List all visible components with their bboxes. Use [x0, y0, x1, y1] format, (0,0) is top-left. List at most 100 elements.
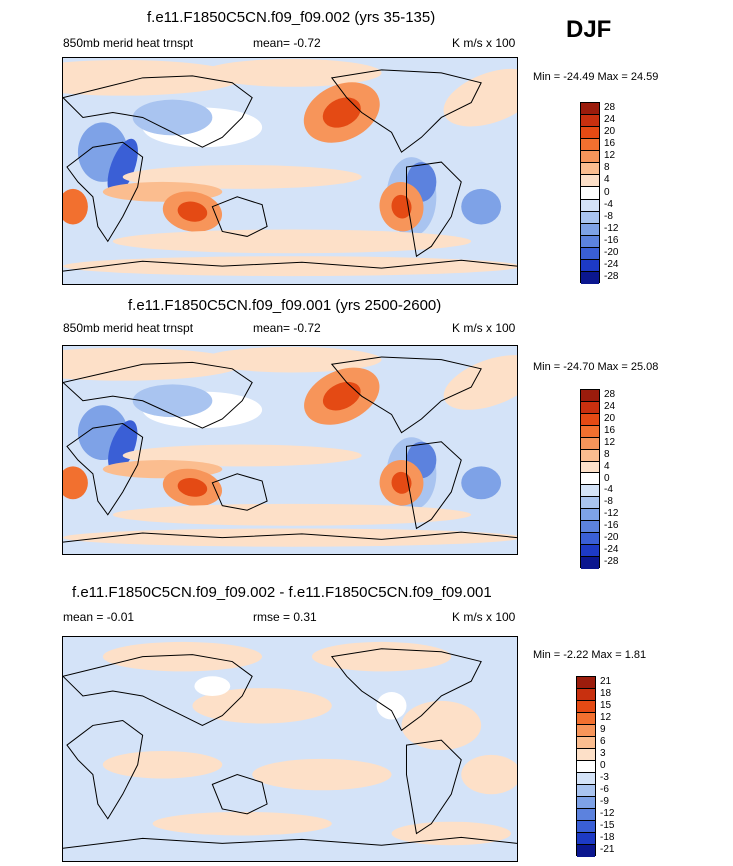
coastline	[67, 424, 143, 515]
field-contour	[192, 688, 332, 724]
coastline	[63, 837, 517, 848]
field-contour	[63, 466, 88, 500]
coastline	[332, 649, 481, 731]
colorbar-swatch	[581, 485, 599, 498]
colorbar-tick-label: 12	[600, 712, 612, 723]
panel-2-map	[62, 345, 518, 555]
coastline	[212, 775, 267, 814]
coastline	[406, 162, 461, 256]
colorbar-swatch	[577, 749, 595, 761]
colorbar-swatch	[581, 127, 599, 140]
field-contour	[311, 641, 452, 672]
coastline	[67, 721, 143, 819]
colorbar-swatch	[581, 271, 599, 284]
coastline	[406, 442, 461, 529]
coastline	[212, 474, 267, 510]
colorbar-tick-label: 24	[604, 114, 616, 126]
colorbar-swatch	[581, 544, 599, 557]
colorbar-swatch	[581, 533, 599, 545]
colorbar-tick-label: -8	[604, 210, 613, 222]
colorbar-tick-label: 21	[600, 676, 612, 687]
colorbar-swatch	[581, 449, 599, 462]
colorbar-tick-label: 24	[604, 400, 616, 412]
field-contour	[401, 700, 482, 750]
field-contour	[63, 528, 517, 547]
colorbar-swatch	[581, 425, 599, 438]
colorbar-swatch	[577, 809, 595, 821]
field-contour	[194, 676, 231, 696]
panel-1-minmax: Min = -24.49 Max = 24.59	[533, 71, 659, 83]
colorbar-tick-label: 8	[604, 448, 610, 460]
field-contour	[461, 754, 517, 795]
panel-3-colorbar	[576, 676, 596, 857]
field-contour	[443, 355, 517, 410]
panel-3-map	[62, 636, 518, 862]
coastline	[332, 70, 481, 152]
coastline	[332, 357, 481, 433]
coastline	[406, 740, 461, 833]
colorbar-swatch	[577, 785, 595, 797]
colorbar-swatch	[581, 497, 599, 510]
field-contour	[461, 466, 502, 500]
colorbar-tick-label: 4	[604, 460, 610, 472]
colorbar-tick-label: -15	[600, 820, 615, 831]
panel-1-map	[62, 57, 518, 285]
field-contour	[132, 384, 213, 418]
panel-2-minmax: Min = -24.70 Max = 25.08	[533, 361, 659, 373]
colorbar-tick-label: -18	[600, 832, 615, 843]
colorbar-swatch	[577, 713, 595, 725]
colorbar-tick-label: -24	[604, 258, 619, 270]
panel-2-colorbar	[580, 389, 600, 569]
colorbar-swatch	[581, 461, 599, 474]
colorbar-tick-label: 15	[600, 700, 612, 711]
colorbar-swatch	[577, 689, 595, 701]
colorbar-tick-label: 20	[604, 126, 616, 138]
colorbar-swatch	[577, 773, 595, 785]
colorbar-tick-label: -24	[604, 544, 619, 556]
panel-3-mean: mean = -0.01	[63, 610, 135, 624]
colorbar-tick-label: 0	[604, 186, 610, 198]
colorbar-swatch	[581, 115, 599, 128]
coastline	[63, 260, 517, 271]
field-contour	[252, 758, 392, 791]
colorbar-tick-label: 16	[604, 138, 616, 150]
colorbar-tick-label: -3	[600, 772, 609, 783]
colorbar-swatch	[581, 187, 599, 200]
colorbar-swatch	[577, 761, 595, 773]
colorbar-swatch	[581, 390, 599, 402]
coastline	[63, 532, 517, 542]
field-contour	[63, 188, 88, 225]
colorbar-swatch	[577, 701, 595, 713]
colorbar-tick-label: 18	[600, 688, 612, 699]
panel-1-subtitle-left: 850mb merid heat trnspt	[63, 36, 194, 50]
colorbar-tick-label: -12	[604, 222, 619, 234]
colorbar-swatch	[581, 247, 599, 260]
field-contour	[177, 201, 208, 222]
colorbar-tick-label: -4	[604, 198, 613, 210]
panel-1-colorbar	[580, 102, 600, 284]
colorbar-tick-label: 3	[600, 748, 606, 759]
field-contour	[391, 194, 412, 219]
colorbar-swatch	[577, 821, 595, 833]
colorbar-tick-label: -21	[600, 844, 615, 855]
field-contour	[177, 478, 208, 497]
field-contour	[112, 229, 472, 254]
colorbar-swatch	[581, 163, 599, 176]
coastline	[63, 362, 252, 428]
field-contour	[461, 188, 502, 225]
colorbar-swatch	[581, 235, 599, 248]
field-contour	[102, 750, 223, 779]
panel-3-rmse: rmse = 0.31	[253, 610, 317, 624]
panel-2-title: f.e11.F1850C5CN.f09_f09.001 (yrs 2500-26…	[128, 297, 442, 314]
field-contour	[152, 811, 332, 836]
field-contour	[391, 471, 412, 494]
colorbar-tick-label: 28	[604, 388, 616, 400]
colorbar-swatch	[577, 737, 595, 749]
colorbar-swatch	[581, 139, 599, 152]
field-contour	[322, 97, 361, 128]
colorbar-swatch	[581, 413, 599, 426]
colorbar-swatch	[581, 521, 599, 534]
colorbar-swatch	[581, 509, 599, 522]
colorbar-tick-label: -4	[604, 484, 613, 496]
field-contour	[391, 821, 512, 846]
